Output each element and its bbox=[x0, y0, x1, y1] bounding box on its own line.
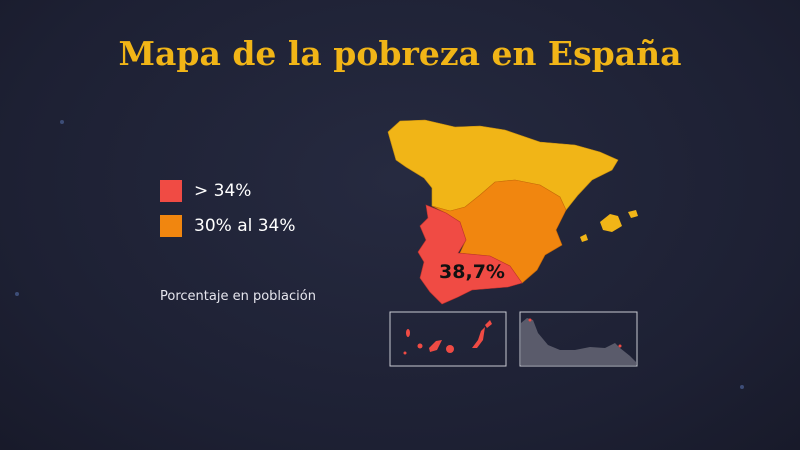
decor-dot bbox=[740, 385, 744, 389]
region-canary-islands bbox=[403, 320, 492, 355]
legend-item-high: > 34% bbox=[160, 178, 296, 203]
highlight-value: 38,7% bbox=[439, 261, 505, 283]
decor-dot bbox=[15, 292, 19, 296]
decor-dot bbox=[60, 120, 64, 124]
region-balearic-islands bbox=[580, 234, 588, 242]
region-balearic-islands bbox=[600, 214, 622, 232]
region-southwest bbox=[417, 204, 523, 305]
legend-item-mid: 30% al 34% bbox=[160, 213, 296, 238]
legend-swatch bbox=[160, 214, 182, 237]
region-balearic-islands bbox=[628, 210, 638, 218]
region-melilla bbox=[618, 344, 622, 348]
legend-label: 30% al 34% bbox=[194, 215, 296, 236]
legend-label: > 34% bbox=[194, 180, 252, 201]
inset-canary-islands bbox=[389, 311, 507, 367]
note: Porcentaje en población bbox=[160, 289, 316, 304]
region-center-east bbox=[431, 179, 567, 284]
legend: > 34% 30% al 34% bbox=[160, 178, 296, 248]
legend-swatch bbox=[160, 179, 182, 202]
page-title: Mapa de la pobreza en España bbox=[118, 34, 682, 73]
region-ceuta bbox=[528, 318, 532, 322]
north-africa-coast bbox=[521, 318, 636, 365]
inset-ceuta-melilla bbox=[519, 311, 638, 367]
